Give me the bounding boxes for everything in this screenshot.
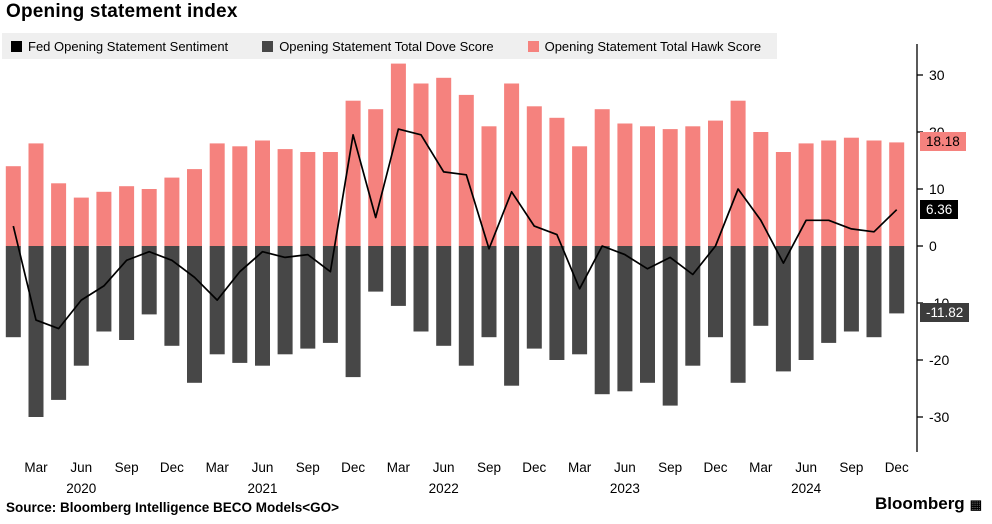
x-month-label: Sep: [839, 460, 863, 475]
bloomberg-wordmark: Bloomberg: [874, 494, 965, 513]
hawk-latest-badge: 18.18: [920, 132, 966, 152]
source-note: Source: Bloomberg Intelligence BECO Mode…: [6, 500, 340, 515]
y-tick-label: -30: [929, 409, 949, 425]
y-tick-label: 0: [929, 238, 937, 254]
sentiment-latest-badge: 6.36: [920, 199, 959, 219]
x-month-label: Mar: [749, 460, 773, 475]
chart-canvas: 3020100-10-20-30MarJunSepDecMarJunSepDec…: [5, 44, 949, 496]
x-month-label: Jun: [433, 460, 455, 475]
legend-item-sentiment: Fed Opening Statement Sentiment: [11, 39, 228, 54]
x-year-label: 2023: [610, 481, 640, 496]
chart-title: Opening statement index: [6, 1, 238, 22]
y-tick-label: -20: [929, 352, 949, 368]
legend-item-hawk: Opening Statement Total Hawk Score: [527, 38, 762, 54]
x-month-label: Jun: [252, 460, 274, 475]
x-month-label: Mar: [568, 460, 592, 475]
y-axis: 3020100-10-20-30: [916, 44, 949, 452]
x-month-label: Sep: [115, 460, 139, 475]
x-month-label: Sep: [296, 460, 320, 475]
dove-bars: [5, 246, 905, 417]
y-tick-label: 30: [929, 67, 945, 83]
x-year-label: 2024: [791, 481, 822, 496]
legend-label-dove: Opening Statement Total Dove Score: [279, 38, 494, 54]
sentiment-line: [12, 128, 898, 330]
x-year-label: 2022: [429, 481, 459, 496]
x-month-label: Dec: [522, 460, 546, 475]
sentiment-swatch-icon: [11, 40, 22, 52]
x-month-label: Dec: [341, 460, 365, 475]
x-axis-labels: Mar Jun Sep Dec Mar Jun Sep Dec Mar Jun Sep Dec Mar J…: [24, 460, 909, 496]
x-month-label: Dec: [160, 460, 184, 475]
x-month-label: Mar: [387, 460, 411, 475]
legend-item-dove: Opening Statement Total Dove Score: [262, 38, 494, 54]
dove-latest-badge: -11.82: [920, 303, 970, 323]
x-month-label: Jun: [795, 460, 817, 475]
bloomberg-logo: Bloomberg ▦: [875, 494, 982, 514]
hawk-swatch-icon: [527, 40, 539, 52]
x-year-label: 2020: [66, 481, 96, 496]
x-month-label: Mar: [24, 460, 48, 475]
terminal-grid-icon: ▦: [969, 496, 982, 512]
legend: Fed Opening Statement Sentiment Opening …: [2, 33, 778, 59]
x-year-label: 2021: [247, 481, 277, 496]
x-month-label: Sep: [658, 460, 682, 475]
x-month-label: Dec: [885, 460, 909, 475]
x-month-label: Jun: [70, 460, 92, 475]
hawk-bars: [5, 63, 905, 247]
x-month-label: Dec: [703, 460, 727, 475]
legend-label-sentiment: Fed Opening Statement Sentiment: [28, 38, 229, 54]
legend-label-hawk: Opening Statement Total Hawk Score: [544, 38, 762, 54]
dove-swatch-icon: [262, 40, 274, 52]
x-month-label: Mar: [206, 460, 230, 475]
x-month-label: Jun: [614, 460, 636, 475]
x-month-label: Sep: [477, 460, 501, 475]
y-tick-label: 10: [929, 181, 945, 197]
